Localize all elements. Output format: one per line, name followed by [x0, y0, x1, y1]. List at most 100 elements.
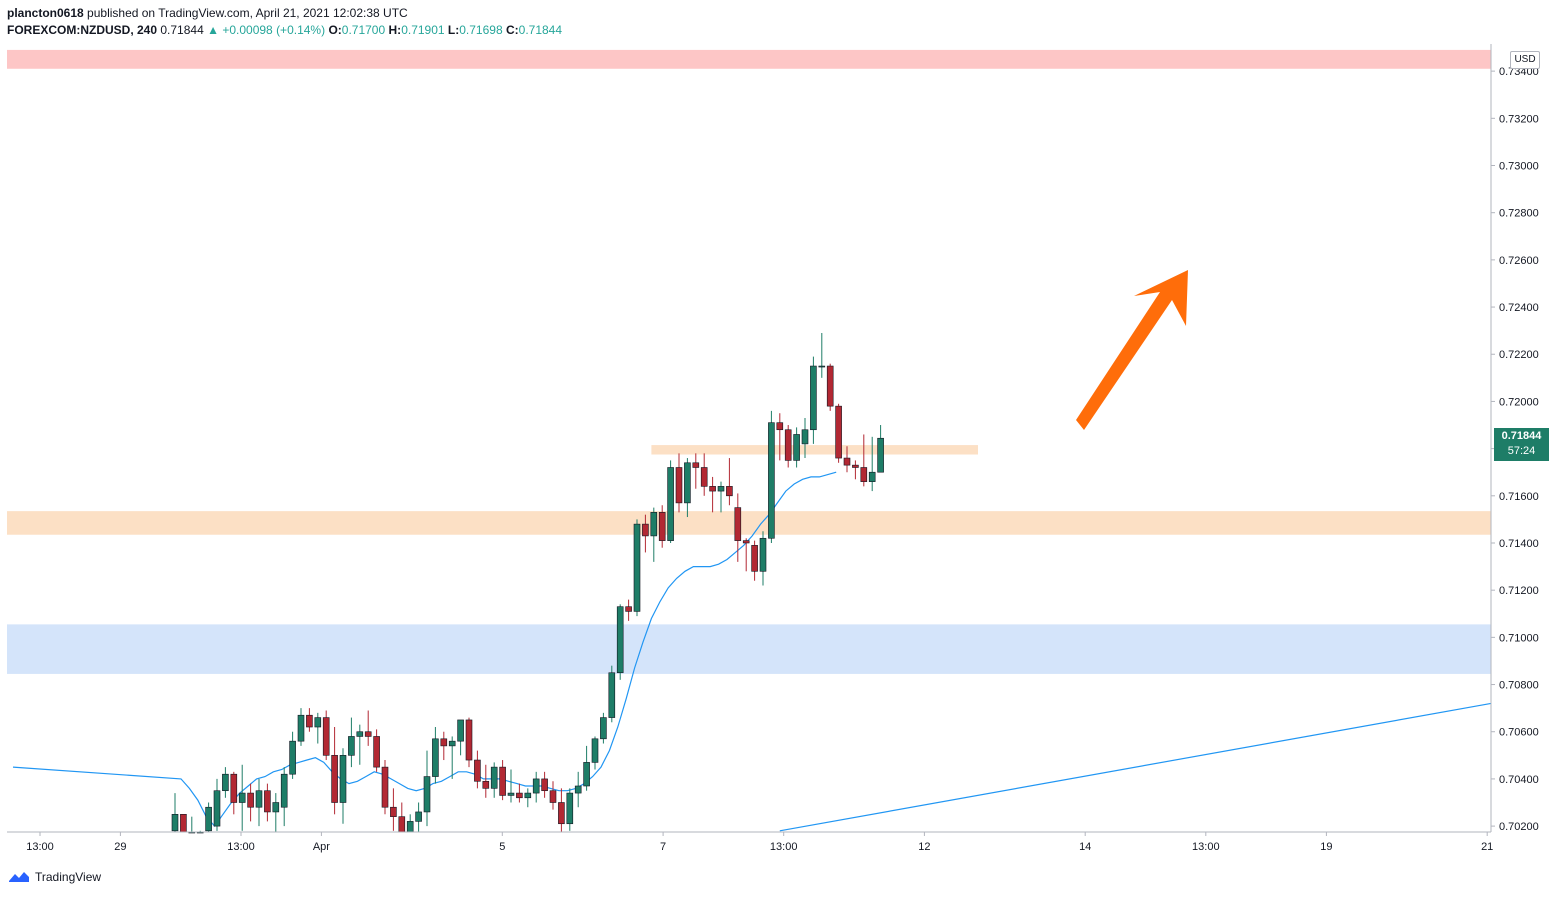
currency-badge[interactable]: USD — [1510, 51, 1540, 69]
candle — [171, 793, 179, 832]
candle — [843, 446, 851, 473]
candle — [667, 460, 674, 543]
candle — [297, 708, 305, 746]
last-price: 0.71844 — [160, 23, 204, 37]
time-tick-label: 21 — [1481, 841, 1493, 853]
time-tick-label: 12 — [918, 841, 930, 853]
candle-body — [625, 606, 632, 612]
candle-body — [289, 740, 296, 775]
candle — [465, 717, 473, 768]
candle — [238, 764, 246, 831]
candle-body — [222, 773, 229, 792]
candle — [348, 717, 355, 768]
candle-body — [700, 467, 708, 487]
candle-body — [406, 821, 414, 833]
candle-body — [709, 486, 716, 492]
time-tick-label: Apr — [313, 841, 330, 853]
candle-body — [784, 429, 792, 461]
price-tick-label: 0.70600 — [1499, 727, 1539, 739]
candle — [289, 731, 296, 779]
candle — [230, 771, 238, 815]
time-tick-label: 13:00 — [26, 841, 54, 853]
zone-resistance — [7, 49, 1491, 69]
candle-body — [633, 523, 641, 612]
candle-body — [726, 486, 733, 497]
candle-body — [331, 755, 338, 803]
candle-body — [868, 471, 876, 482]
candle-body — [255, 790, 263, 808]
candle — [583, 745, 590, 791]
candle — [541, 771, 548, 798]
candle-body — [801, 429, 809, 445]
candle — [532, 771, 540, 803]
candle — [390, 788, 397, 831]
candle-body — [499, 766, 506, 796]
candle — [684, 458, 691, 518]
price-tick-label: 0.70200 — [1499, 821, 1539, 833]
candle-body — [826, 365, 834, 407]
high-label: H: — [388, 23, 402, 37]
candle — [810, 356, 817, 444]
price-tick-label: 0.72400 — [1499, 302, 1539, 314]
time-tick-label: 14 — [1079, 841, 1091, 853]
candle-body — [776, 422, 784, 431]
candle-body — [364, 731, 372, 737]
candle — [608, 665, 616, 723]
candle — [406, 814, 414, 833]
candle — [709, 476, 716, 513]
candle-body — [516, 792, 523, 799]
time-tick-label: 13:00 — [227, 841, 255, 853]
candle — [566, 788, 574, 831]
candle-body — [398, 816, 406, 833]
candle — [306, 708, 313, 732]
candle — [558, 788, 565, 832]
author-name[interactable]: plancton0618 — [7, 6, 84, 20]
candle — [457, 719, 464, 756]
candle-body — [600, 717, 607, 740]
candle — [381, 760, 389, 815]
candle — [642, 514, 649, 553]
candle — [784, 425, 792, 468]
candle-body — [524, 792, 532, 799]
time-tick-label: 29 — [114, 841, 126, 853]
candle-body — [457, 719, 464, 742]
candle — [801, 417, 809, 459]
candle — [768, 410, 775, 543]
tradingview-logo-icon — [9, 872, 29, 882]
zone-demand — [7, 624, 1491, 674]
candle-body — [448, 740, 456, 747]
candle — [835, 403, 842, 463]
price-tick-label: 0.72600 — [1499, 255, 1539, 267]
candle-body — [339, 755, 347, 803]
candle — [490, 762, 498, 798]
candle — [734, 493, 742, 562]
candle-body — [314, 717, 322, 728]
candle — [432, 727, 439, 784]
candle — [633, 519, 641, 617]
candle — [314, 712, 322, 744]
candle-body — [751, 545, 758, 572]
low-value: 0.71698 — [459, 23, 503, 37]
footer-brand[interactable]: TradingView — [7, 870, 101, 884]
candle — [331, 727, 338, 815]
candle — [717, 481, 725, 513]
candle-body — [247, 792, 254, 808]
candle-body — [180, 814, 187, 833]
candle-body — [440, 738, 448, 747]
open-label: O: — [328, 23, 342, 37]
candle — [726, 458, 733, 506]
candle — [742, 538, 750, 572]
candle-body — [583, 762, 590, 787]
time-tick-label: 19 — [1320, 841, 1332, 853]
candle — [213, 778, 221, 831]
candle — [247, 783, 254, 822]
candle-body — [650, 512, 658, 537]
zone-upper-supply — [651, 445, 978, 455]
candle — [339, 748, 347, 824]
symbol-label[interactable]: FOREXCOM:NZDUSD, 240 — [7, 23, 158, 37]
candle — [364, 710, 372, 746]
time-tick-label: 13:00 — [770, 841, 798, 853]
candle-body — [843, 457, 851, 466]
candle — [549, 781, 557, 810]
